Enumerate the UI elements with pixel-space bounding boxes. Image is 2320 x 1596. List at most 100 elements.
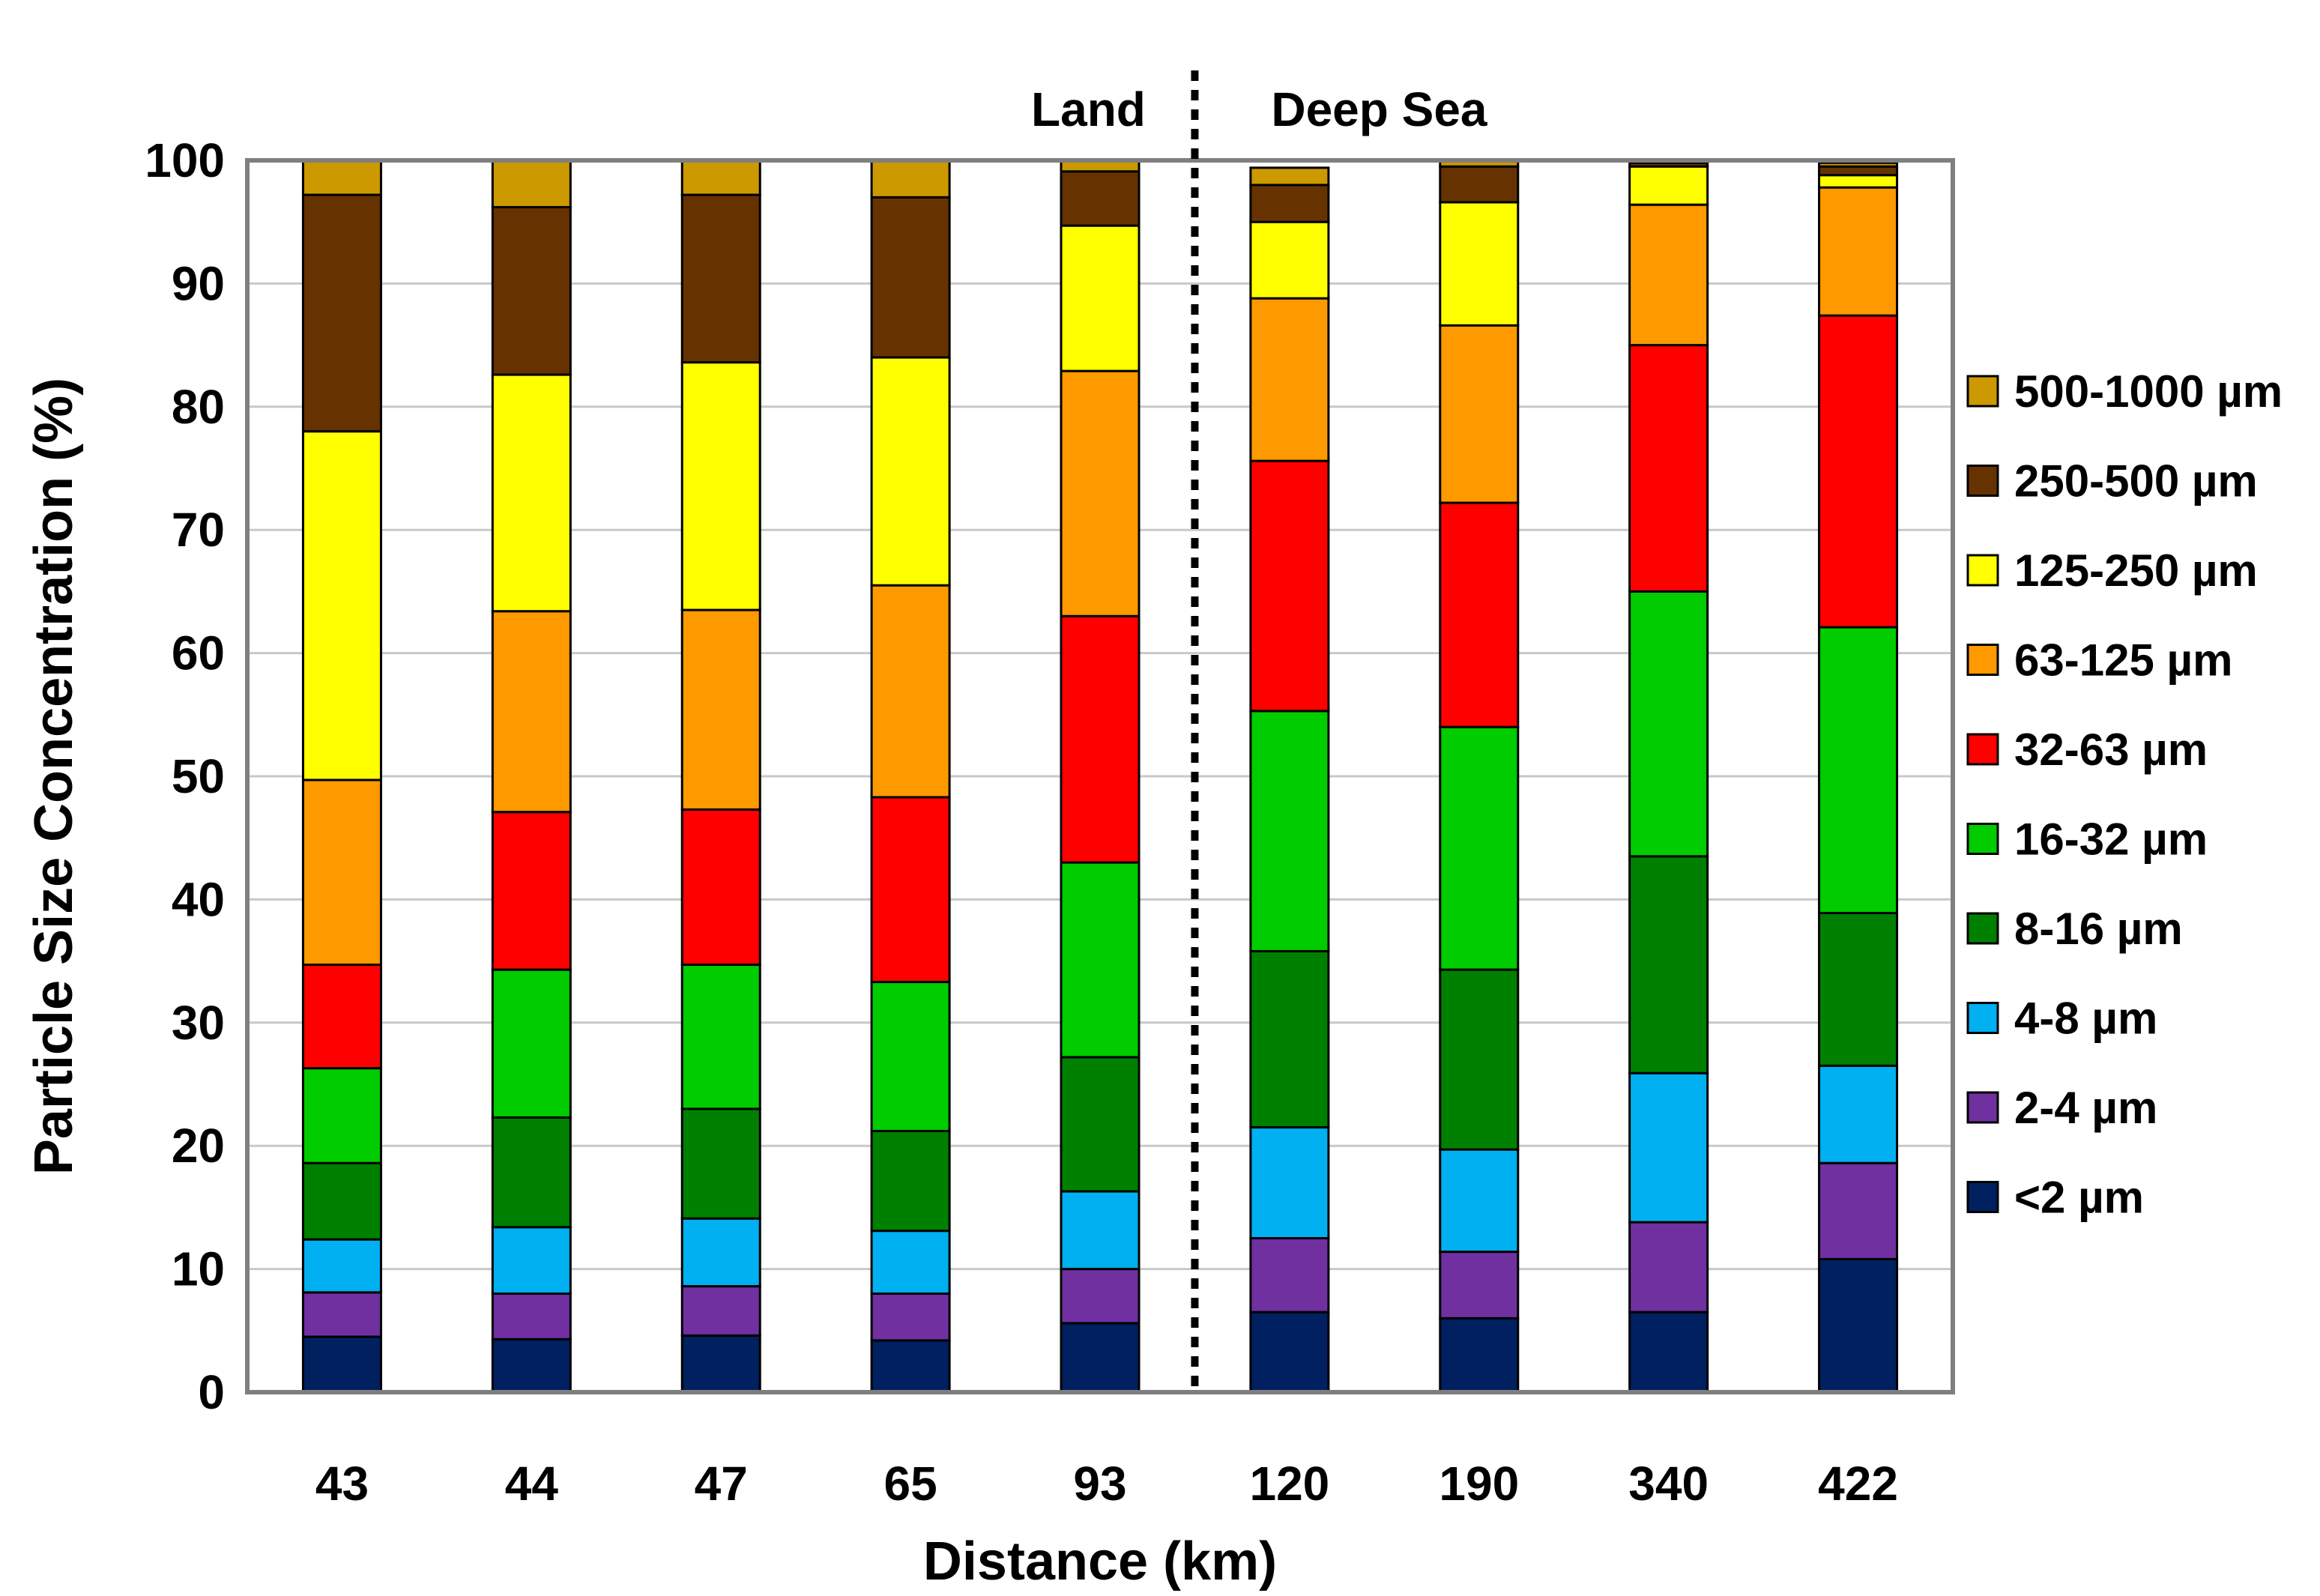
- bar-segment: [301, 1238, 382, 1294]
- bar-segment: [1249, 184, 1330, 223]
- x-tick-label: 93: [1073, 1457, 1126, 1511]
- bar-segment: [1249, 166, 1330, 187]
- y-tick-label: 20: [172, 1119, 225, 1173]
- x-tick-label: 47: [695, 1457, 748, 1511]
- bar-segment: [301, 1335, 382, 1394]
- bar-segment: [491, 1337, 572, 1394]
- bar-segment: [491, 610, 572, 814]
- land-label: Land: [1031, 82, 1146, 136]
- x-tick-label: 43: [315, 1457, 369, 1511]
- deep-sea-label: Deep Sea: [1271, 82, 1487, 136]
- bar-segment: [1060, 861, 1141, 1059]
- bars: [301, 159, 1899, 1394]
- legend-swatch: [1966, 912, 1999, 945]
- bar-segment: [1628, 1221, 1709, 1314]
- bar-segment: [870, 584, 951, 799]
- bar-segment: [1818, 1257, 1899, 1394]
- bar-segment: [870, 159, 951, 199]
- bar-segment: [1628, 161, 1709, 168]
- x-tick-label: 190: [1439, 1457, 1519, 1511]
- y-tick-label: 90: [172, 256, 225, 310]
- bar-segment: [1818, 174, 1899, 189]
- x-axis-title: Distance (km): [923, 1532, 1277, 1592]
- x-tick-label: 340: [1628, 1457, 1709, 1511]
- bar-segment: [1249, 1311, 1330, 1394]
- bar-segment: [1439, 324, 1520, 504]
- x-tick-label: 65: [884, 1457, 937, 1511]
- bar-segment: [1628, 344, 1709, 593]
- bar-segment: [1628, 165, 1709, 206]
- bar-segment: [1249, 1126, 1330, 1240]
- x-tick-label: 120: [1249, 1457, 1329, 1511]
- bar-segment: [870, 1129, 951, 1233]
- bar-segment: [680, 1285, 761, 1337]
- legend-swatch: [1966, 375, 1999, 408]
- y-tick-labels: 0 10 20 30 40 50 60 70 80 90 100: [145, 133, 225, 1419]
- legend-label: 63-125 µm: [2014, 635, 2232, 686]
- bar-segment: [680, 361, 761, 611]
- bar-segment: [1060, 614, 1141, 864]
- bar-segment: [870, 196, 951, 359]
- bar-segment: [1060, 224, 1141, 372]
- bar-segment: [491, 1116, 572, 1229]
- bar-segment: [491, 159, 572, 208]
- bar-segment: [1060, 1056, 1141, 1193]
- legend-swatch: [1966, 823, 1999, 855]
- bar-segment: [1439, 201, 1520, 327]
- bar-segment: [680, 193, 761, 364]
- bar-segment: [1060, 1268, 1141, 1325]
- legend-label: 8-16 µm: [2014, 904, 2183, 954]
- bar-segment: [491, 373, 572, 613]
- y-axis-title: Particle Size Concentration (%): [24, 378, 84, 1175]
- bar-segment: [870, 1292, 951, 1342]
- bar-segment: [301, 779, 382, 967]
- bar-segment: [680, 1334, 761, 1394]
- legend-swatch: [1966, 733, 1999, 766]
- legend-label: 16-32 µm: [2014, 814, 2208, 865]
- y-tick-label: 80: [172, 380, 225, 434]
- legend-label: 250-500 µm: [2014, 456, 2258, 507]
- bar-segment: [1249, 949, 1330, 1129]
- bar-segment: [1060, 170, 1141, 227]
- bar-segment: [301, 1161, 382, 1241]
- bar-segment: [1628, 590, 1709, 858]
- y-tick-label: 30: [172, 996, 225, 1050]
- bar-segment: [491, 205, 572, 376]
- bar-segment: [301, 159, 382, 196]
- bar-segment: [1249, 297, 1330, 462]
- y-tick-label: 50: [172, 749, 225, 803]
- legend-label: 2-4 µm: [2014, 1083, 2157, 1133]
- legend-swatch: [1966, 644, 1999, 676]
- bar-segment: [491, 1226, 572, 1295]
- bar-segment: [301, 1291, 382, 1338]
- bar-segment: [1439, 1251, 1520, 1320]
- bar-segment: [1439, 725, 1520, 971]
- legend-swatch: [1966, 554, 1999, 587]
- bar-segment: [301, 430, 382, 782]
- bar-segment: [680, 964, 761, 1110]
- legend-swatch: [1966, 1181, 1999, 1213]
- bar-segment: [1818, 1064, 1899, 1164]
- bar-segment: [301, 1067, 382, 1164]
- bar-segment: [680, 1217, 761, 1288]
- bar-segment: [1628, 1071, 1709, 1224]
- bar-segment: [680, 808, 761, 967]
- bar-segment: [1818, 911, 1899, 1067]
- plot-frame: [245, 158, 1955, 1394]
- bar-segment: [870, 1339, 951, 1394]
- bar-segment: [680, 608, 761, 811]
- y-tick-label: 10: [172, 1242, 225, 1296]
- legend-swatch: [1966, 1002, 1999, 1034]
- bar-segment: [1249, 1237, 1330, 1314]
- bar-segment: [1439, 501, 1520, 728]
- bar-segment: [1818, 161, 1899, 168]
- x-tick-labels: 43 44 47 65 93 120 190 340 422: [315, 1457, 1898, 1511]
- y-tick-label: 0: [198, 1365, 225, 1419]
- y-tick-label: 40: [172, 872, 225, 926]
- bar-segment: [491, 1292, 572, 1340]
- bar-segment: [1439, 1148, 1520, 1254]
- bar-segment: [1818, 626, 1899, 914]
- bar-segment: [870, 981, 951, 1132]
- bar-segment: [1249, 220, 1330, 300]
